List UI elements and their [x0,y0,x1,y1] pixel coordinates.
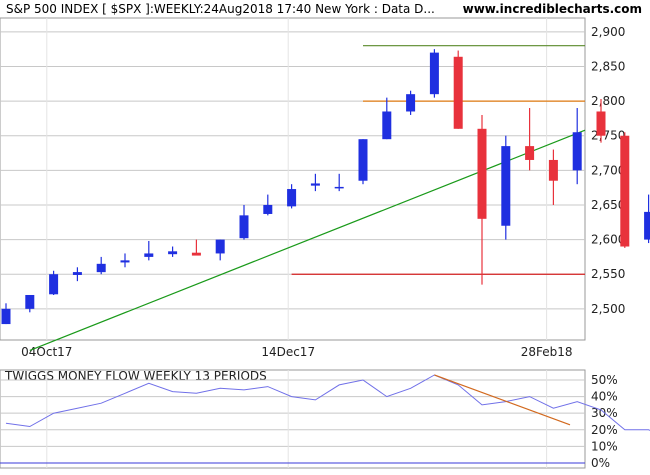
candle [596,99,606,143]
x-tick-label: 14Dec17 [261,345,315,359]
price-panel-frame [0,17,586,341]
indicator-panel-frame [0,369,586,469]
indicator-tick-label: 50% [591,373,618,387]
candle-body [239,215,249,239]
candle-body [501,146,511,226]
candle [263,194,273,216]
candle-body [287,189,297,207]
candle-body [334,186,344,189]
candle [644,194,650,244]
candle-body [525,146,535,160]
candle [72,267,82,282]
candle [25,294,35,313]
candle-body [358,139,368,181]
candle [453,50,463,129]
candle [382,97,392,140]
indicator-tick-label: 10% [591,439,618,453]
chart-title: S&P 500 INDEX [ $SPX ]:WEEKLY:24Aug2018 … [6,2,435,16]
candle-body [144,253,154,257]
candle [429,49,439,98]
candle [287,184,297,209]
x-tick-label: 28Feb18 [521,345,573,359]
candle [144,240,154,261]
candle-body [168,251,178,255]
price-tick-label: 2,750 [591,129,625,143]
candle [310,173,320,192]
candle [334,173,344,192]
site-url[interactable]: www.incrediblecharts.com [462,2,642,16]
x-tick-label: 04Oct17 [21,345,72,359]
price-tick-label: 2,500 [591,302,625,316]
candle [620,132,630,248]
candle-body [596,111,606,136]
price-tick-label: 2,850 [591,59,625,73]
candle [49,270,59,295]
candle [239,204,249,240]
candle [215,239,225,261]
candle [358,139,368,185]
candle-body [429,52,439,95]
price-tick-label: 2,650 [591,198,625,212]
candle [120,253,130,268]
candle [477,114,487,285]
candle-body [406,94,416,112]
candle-body [72,272,82,275]
candle [548,149,558,205]
candle-body [215,239,225,254]
candle [406,90,416,115]
candle-body [620,135,630,247]
price-tick-label: 2,800 [591,94,625,108]
price-tick-label: 2,550 [591,267,625,281]
candle [191,239,201,256]
candle-body [644,211,650,240]
candle-body [96,263,106,273]
candle-body [49,274,59,295]
price-trendline [29,129,586,351]
candle [525,108,535,171]
indicator-tick-label: 0% [591,456,610,470]
candle-body [477,128,487,219]
candle-body [382,111,392,140]
candle-body [548,159,558,181]
candle-body [120,260,130,263]
candle [96,256,106,275]
indicator-trendline [434,374,571,426]
indicator-tick-label: 40% [591,390,618,404]
candle [1,303,11,325]
indicator-title: TWIGGS MONEY FLOW WEEKLY 13 PERIODS [4,369,267,383]
candle-body [191,252,201,256]
price-tick-label: 2,700 [591,163,625,177]
indicator-series-line [5,374,650,431]
candle-body [572,132,582,171]
price-tick-label: 2,600 [591,233,625,247]
candle-body [453,56,463,129]
candle-body [1,308,11,325]
candle [501,135,511,240]
candle [168,246,178,257]
candle-body [263,204,273,214]
candle-body [310,183,320,186]
candle [572,108,582,185]
indicator-tick-label: 20% [591,423,618,437]
price-tick-label: 2,900 [591,25,625,39]
candle-body [25,294,35,309]
